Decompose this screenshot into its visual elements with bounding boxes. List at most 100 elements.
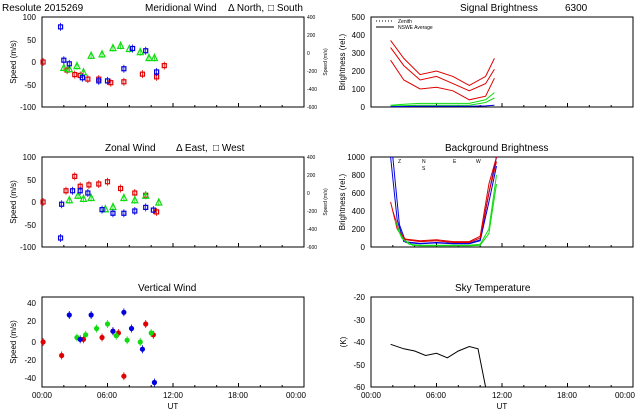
zonal-ytick-right: 400 [307,155,316,161]
signal-ytick: 300 [352,49,366,58]
signal-ytick: 400 [352,31,366,40]
meridional-marks [40,22,305,107]
sky-xtick: 06:00 [426,391,447,400]
zonal-ytick: -100 [20,243,37,252]
vertical-ytick: 20 [27,317,36,326]
background-series-line [392,161,497,243]
vertical-panel: Vertical Wind 40 20 0 -20 -40 00:00 06:0… [9,283,307,411]
background-ylabel: Brightness (rel.) [338,173,347,230]
signal-legend-average: NSWE Average [398,25,433,31]
meridional-legend-north: Δ North, [228,3,264,14]
meridional-ytick-right: 400 [307,15,316,21]
meridional-ylabel-right: Speed (m/s) [323,48,329,76]
meridional-frame [41,16,305,108]
meridional-title: Meridional Wind [145,3,217,14]
background-legend-n: N [422,159,426,165]
background-ytick: 800 [352,171,366,180]
zonal-ylabel-right: Speed (m/s) [323,188,329,216]
meridional-ylabel: Speed (m/s) [9,40,18,84]
background-series-line [390,156,497,243]
vertical-xtick: 06:00 [97,391,118,400]
signal-series-line [390,59,495,101]
zonal-ytick-right: -600 [307,245,317,251]
meridional-ytick: -100 [20,103,37,112]
meridional-ytick-right: -600 [307,105,317,111]
signal-title: Signal Brightness [460,3,538,14]
zonal-ytick: 0 [32,198,37,207]
vertical-ytick: -20 [24,356,36,365]
meridional-ytick: -50 [24,81,36,90]
meridional-ytick-right: 200 [307,33,316,39]
signal-ytick: 100 [352,85,366,94]
signal-marks [370,40,634,108]
signal-series-line [390,92,495,106]
sky-ytick: -30 [353,316,365,325]
sky-xtick: 12:00 [492,391,513,400]
signal-series-line [390,104,495,108]
background-panel: Background Brightness Z N S E W 1000 800… [338,143,634,252]
vertical-xtick: 18:00 [228,391,249,400]
sky-series-line [390,343,487,388]
background-series-line [392,156,497,245]
zonal-ytick-right: -400 [307,227,317,233]
sky-ytick: -20 [353,293,365,302]
zonal-ytick-right: -200 [307,209,317,215]
meridional-ytick-right: 0 [307,51,310,57]
background-legend-s: S [422,166,426,172]
sky-title: Sky Temperature [455,283,531,294]
zonal-legend-west: □ West [213,143,245,154]
vertical-ytick: -40 [24,374,36,383]
vertical-xtick: 00:00 [286,391,307,400]
meridional-ytick: 100 [23,13,37,22]
sky-xlabel: UT [497,402,508,411]
background-ytick: 200 [352,225,366,234]
zonal-ytick-right: 0 [307,191,310,197]
meridional-ytick: 0 [32,58,37,67]
sky-panel: Sky Temperature -20 -30 -40 -50 -60 00:0… [339,283,636,411]
signal-ytick: 500 [352,13,366,22]
background-legend-z: Z [398,159,401,165]
vertical-xlabel: UT [168,402,179,411]
vertical-xtick: 00:00 [32,391,53,400]
sky-marks [370,343,634,388]
meridional-ytick-right: -200 [307,69,317,75]
sky-ytick: -50 [353,361,365,370]
background-ytick: 400 [352,207,366,216]
background-series-line [396,183,497,247]
vertical-ytick: 40 [27,299,36,308]
signal-legend-zenith: Zenith [398,19,412,25]
zonal-ytick: -50 [24,221,36,230]
background-ytick: 600 [352,189,366,198]
background-ytick: 0 [361,243,366,252]
vertical-ylabel: Speed (m/s) [9,320,18,364]
signal-wavelength: 6300 [565,3,588,14]
signal-ytick: 200 [352,67,366,76]
background-frame [370,156,634,248]
zonal-ytick: 100 [23,153,37,162]
sky-xtick: 00:00 [615,391,636,400]
meridional-legend-south: □ South [268,3,303,14]
zonal-marks [40,172,305,247]
signal-ylabel: Brightness (rel.) [338,33,347,90]
background-marks [370,156,634,247]
background-legend-w: W [476,159,481,165]
vertical-marks [40,308,305,387]
meridional-title-left: Resolute 2015269 [2,3,84,14]
sky-xtick: 00:00 [361,391,382,400]
vertical-xtick: 12:00 [163,391,184,400]
zonal-ytick: 50 [27,176,36,185]
sky-frame [370,296,634,388]
zonal-panel: Zonal Wind Δ East, □ West 100 50 0 -50 -… [9,143,329,252]
zonal-ytick-right: 200 [307,173,316,179]
vertical-frame [41,296,305,388]
background-ytick: 1000 [347,153,365,162]
meridional-ytick-right: -400 [307,87,317,93]
vertical-title: Vertical Wind [138,283,196,294]
signal-series-line [390,40,495,86]
background-series-line [390,156,497,244]
signal-panel: Signal Brightness 6300 Zenith NSWE Avera… [338,3,634,112]
sky-ytick: -60 [353,383,365,392]
sky-ytick: -40 [353,338,365,347]
zonal-ylabel: Speed (m/s) [9,180,18,224]
